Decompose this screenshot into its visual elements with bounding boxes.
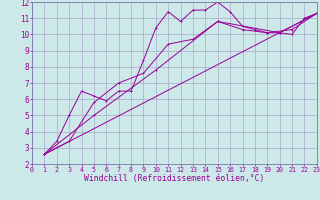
X-axis label: Windchill (Refroidissement éolien,°C): Windchill (Refroidissement éolien,°C) — [84, 174, 265, 183]
